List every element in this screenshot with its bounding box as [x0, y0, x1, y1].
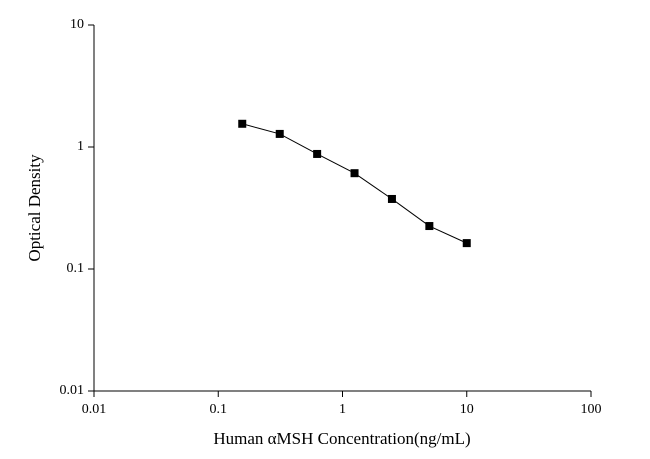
- data-point: [238, 119, 247, 128]
- data-point: [387, 194, 396, 203]
- y-tick-label: 10: [70, 17, 84, 32]
- y-tick-label: 1: [77, 139, 84, 154]
- x-tick-label: 0.01: [82, 402, 107, 417]
- data-point: [275, 129, 284, 138]
- y-tick-label: 0.01: [60, 383, 85, 398]
- y-axis-title: Optical Density: [25, 154, 44, 262]
- x-tick-label: 0.1: [210, 402, 228, 417]
- data-point: [313, 149, 322, 158]
- y-tick-label: 0.1: [67, 261, 85, 276]
- x-tick-label: 100: [581, 402, 602, 417]
- x-tick-label: 10: [460, 402, 474, 417]
- data-point: [350, 169, 359, 178]
- data-point: [425, 222, 434, 231]
- x-axis-title: Human αMSH Concentration(ng/mL): [213, 429, 470, 448]
- data-point: [462, 239, 471, 248]
- x-tick-label: 1: [339, 402, 346, 417]
